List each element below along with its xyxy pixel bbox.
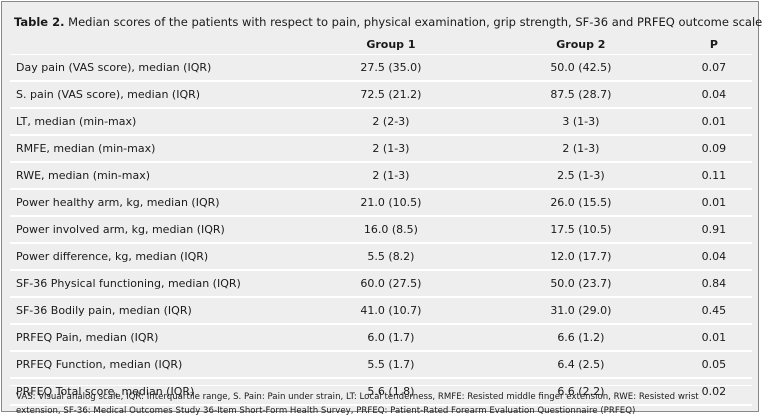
cell: 0.84 [675, 270, 752, 298]
table-row: RMFE, median (min-max) 2 (1-3) 2 (1-3) 0.09 [10, 135, 752, 163]
cell: 26.0 (15.5) [485, 189, 676, 217]
cell: 0.05 [675, 351, 752, 379]
table-row: Power healthy arm, kg, median (IQR) 21.0 … [10, 189, 752, 217]
footnote: VAS: Visual analog scale, IQR: Interquar… [10, 385, 752, 418]
row-label: Power involved arm, kg, median (IQR) [10, 216, 296, 244]
row-label: Day pain (VAS score), median (IQR) [10, 54, 296, 82]
cell: 6.6 (2.2) [485, 378, 676, 406]
cell: 6.6 (1.2) [485, 324, 676, 352]
row-label: SF-36 Bodily pain, median (IQR) [10, 297, 296, 325]
cell: 41.0 (10.7) [296, 297, 486, 325]
table-title: Table 2. Median scores of the patients w… [14, 15, 762, 29]
cell: 72.5 (21.2) [296, 81, 486, 109]
table-row: Day pain (VAS score), median (IQR) 27.5 (… [10, 54, 752, 82]
cell: 21.0 (10.5) [296, 189, 486, 217]
cell: 50.0 (42.5) [485, 54, 676, 82]
row-label: PRFEQ Total score, median (IQR) [10, 378, 296, 406]
cell: 0.04 [675, 243, 752, 271]
row-label: PRFEQ Pain, median (IQR) [10, 324, 296, 352]
table-row: Power difference, kg, median (IQR) 5.5 (8… [10, 243, 752, 271]
table-row: SF-36 Physical functioning, median (IQR)… [10, 270, 752, 298]
cell: 87.5 (28.7) [485, 81, 676, 109]
column-header: P [675, 35, 752, 55]
table-row: LT, median (min-max) 2 (2-3) 3 (1-3) 0.01 [10, 108, 752, 136]
cell: 2 (1-3) [296, 135, 486, 163]
column-header: Group 1 [296, 35, 486, 55]
table-number: Table 2. [14, 15, 65, 29]
cell: 0.01 [675, 108, 752, 136]
title-text: Median scores of the patients with respe… [68, 15, 762, 29]
cell: 5.5 (1.7) [296, 351, 486, 379]
cell: 50.0 (23.7) [485, 270, 676, 298]
row-label: Power healthy arm, kg, median (IQR) [10, 189, 296, 217]
cell: 27.5 (35.0) [296, 54, 486, 82]
table-row: PRFEQ Function, median (IQR) 5.5 (1.7) 6.4… [10, 351, 752, 379]
cell: 16.0 (8.5) [296, 216, 486, 244]
table-row: RWE, median (min-max) 2 (1-3) 2.5 (1-3) 0.1… [10, 162, 752, 190]
cell: 0.91 [675, 216, 752, 244]
cell: 5.5 (8.2) [296, 243, 486, 271]
column-header: Group 2 [485, 35, 676, 55]
cell: 2 (1-3) [485, 135, 676, 163]
cell: 0.04 [675, 81, 752, 109]
table-row: PRFEQ Total score, median (IQR) 5.6 (1.8)… [10, 378, 752, 406]
cell: 0.01 [675, 189, 752, 217]
cell: 2 (1-3) [296, 162, 486, 190]
cell: 6.0 (1.7) [296, 324, 486, 352]
cell: 0.02 [675, 378, 752, 406]
table-row: SF-36 Bodily pain, median (IQR) 41.0 (10.… [10, 297, 752, 325]
cell: 60.0 (27.5) [296, 270, 486, 298]
cell: 0.07 [675, 54, 752, 82]
cell: 12.0 (17.7) [485, 243, 676, 271]
table-body: Day pain (VAS score), median (IQR) 27.5 (… [10, 54, 752, 406]
row-label: S. pain (VAS score), median (IQR) [10, 81, 296, 109]
cell: 31.0 (29.0) [485, 297, 676, 325]
row-label: PRFEQ Function, median (IQR) [10, 351, 296, 379]
cell: 6.4 (2.5) [485, 351, 676, 379]
cell: 2 (2-3) [296, 108, 486, 136]
row-label: SF-36 Physical functioning, median (IQR) [10, 270, 296, 298]
cell: 0.11 [675, 162, 752, 190]
cell: 5.6 (1.8) [296, 378, 486, 406]
row-label: RWE, median (min-max) [10, 162, 296, 190]
row-label: LT, median (min-max) [10, 108, 296, 136]
cell: 17.5 (10.5) [485, 216, 676, 244]
table-row: Power involved arm, kg, median (IQR) 16.0… [10, 216, 752, 244]
cell: 0.09 [675, 135, 752, 163]
cell: 2.5 (1-3) [485, 162, 676, 190]
cell: 3 (1-3) [485, 108, 676, 136]
header-blank [10, 35, 296, 55]
cell: 0.01 [675, 324, 752, 352]
row-label: RMFE, median (min-max) [10, 135, 296, 163]
row-label: Power difference, kg, median (IQR) [10, 243, 296, 271]
table-row: PRFEQ Pain, median (IQR) 6.0 (1.7) 6.6 (1.… [10, 324, 752, 352]
table-row: S. pain (VAS score), median (IQR) 72.5 (2… [10, 81, 752, 109]
cell: 0.45 [675, 297, 752, 325]
